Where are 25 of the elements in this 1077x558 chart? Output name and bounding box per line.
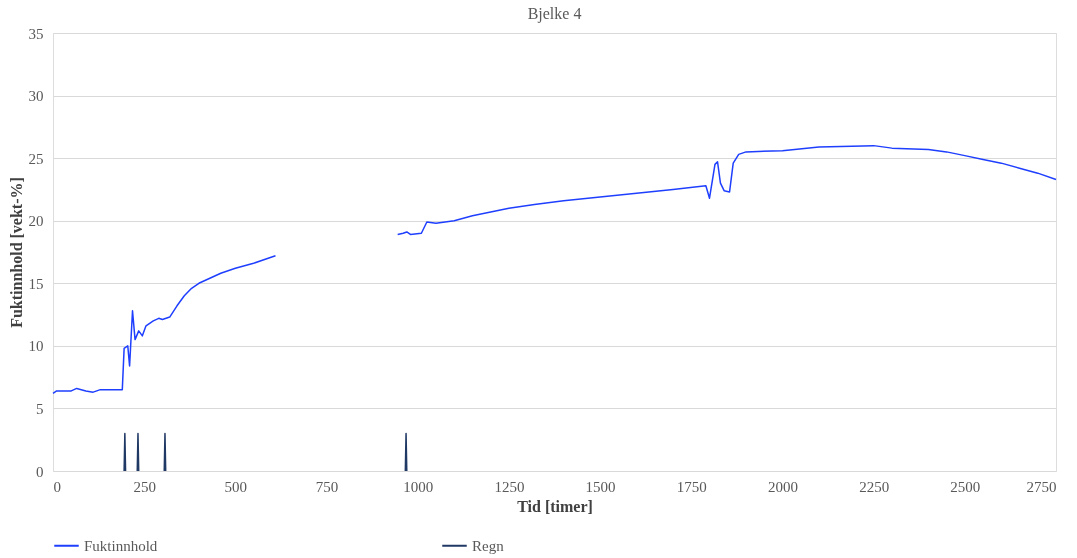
x-tick-label: 2250: [859, 478, 890, 495]
y-tick-label: 10: [28, 338, 44, 355]
y-tick-label: 35: [28, 25, 44, 42]
y-tick-label: 0: [36, 463, 44, 480]
legend-label: Regn: [472, 537, 505, 554]
legend-label: Fuktinnhold: [84, 537, 158, 554]
x-tick-label: 0: [53, 478, 61, 495]
y-axis-title: Fuktinnhold [vekt-%]: [7, 177, 25, 328]
x-tick-label: 1750: [676, 478, 707, 495]
x-tick-label: 1000: [403, 478, 434, 495]
y-tick-label: 20: [28, 213, 44, 230]
y-tick-label: 25: [28, 150, 44, 167]
x-tick-label: 750: [315, 478, 339, 495]
x-tick-label: 2000: [767, 478, 798, 495]
x-tick-label: 1500: [585, 478, 616, 495]
x-tick-label: 1250: [494, 478, 525, 495]
chart-title: Bjelke 4: [527, 5, 582, 23]
y-tick-label: 15: [28, 275, 44, 292]
x-tick-label: 500: [224, 478, 248, 495]
x-axis-title: Tid [timer]: [517, 497, 593, 515]
y-tick-label: 5: [36, 400, 44, 417]
x-tick-label: 250: [133, 478, 156, 495]
x-tick-label: 2500: [950, 478, 981, 495]
y-tick-label: 30: [28, 88, 44, 105]
x-tick-label: 2750: [1026, 478, 1057, 495]
